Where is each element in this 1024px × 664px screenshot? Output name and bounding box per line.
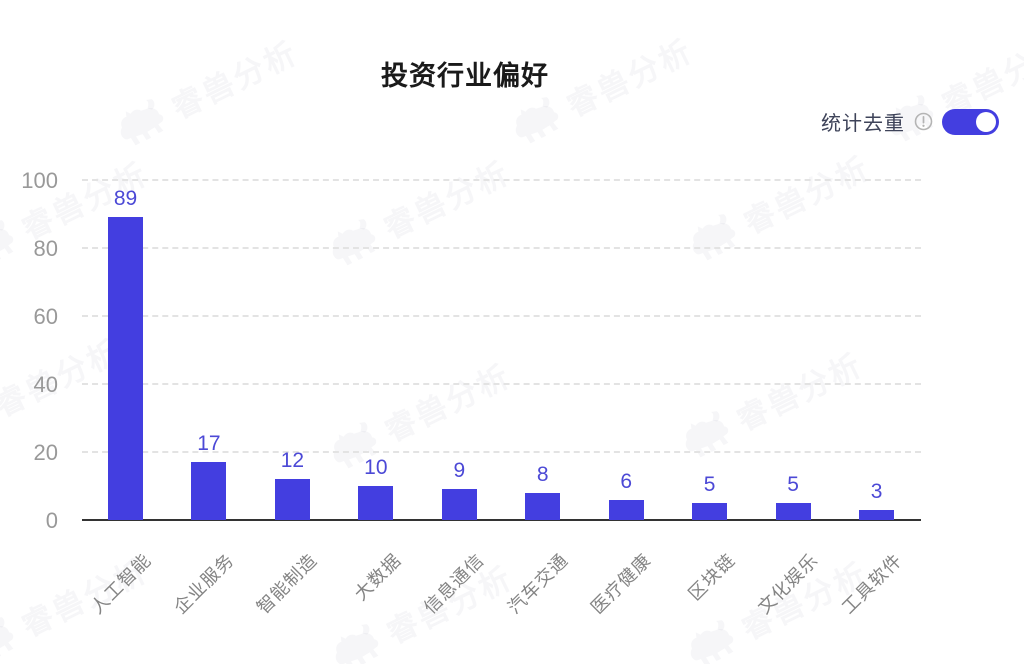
bar-value-label: 5: [703, 473, 716, 496]
gridline: [82, 451, 921, 453]
bar[interactable]: [525, 492, 561, 520]
dedupe-toggle-switch[interactable]: [942, 108, 999, 135]
x-axis-category-label: 医疗健康: [587, 549, 656, 618]
x-axis-line: [82, 519, 921, 521]
beast-icon: [335, 623, 379, 664]
x-axis-category-label: 人工智能: [86, 549, 155, 618]
chart-title: 投资行业偏好: [381, 61, 549, 91]
bar-value-label: 9: [453, 459, 466, 483]
x-axis-category-label: 企业服务: [170, 549, 238, 618]
beast-icon: [515, 96, 559, 143]
bar-value-label: 8: [536, 462, 549, 486]
bar[interactable]: [274, 479, 310, 520]
dedupe-toggle-row: 统计去重: [821, 107, 999, 136]
y-axis-tick-label: 100: [21, 168, 58, 193]
watermark: 睿兽分析: [677, 142, 876, 270]
y-axis-tick-label: 0: [45, 508, 58, 533]
y-axis-tick-label: 40: [33, 372, 58, 397]
dedupe-toggle-label: 统计去重: [821, 113, 905, 135]
bar[interactable]: [775, 503, 811, 520]
gridline: [82, 179, 921, 181]
x-axis-category-label: 文化娱乐: [754, 549, 823, 618]
y-axis-tick-label: 60: [33, 304, 58, 329]
bar[interactable]: [358, 486, 394, 520]
beast-icon: [120, 98, 164, 145]
watermark: 睿兽分析: [317, 147, 516, 275]
watermark-text: 睿兽分析: [378, 154, 516, 246]
x-axis-category-label: 汽车交通: [503, 549, 572, 618]
x-axis-category-label: 信息通信: [420, 549, 489, 618]
bar[interactable]: [441, 489, 477, 520]
bar[interactable]: [608, 499, 644, 520]
x-axis-category-label: 区块链: [684, 549, 739, 605]
x-axis-category-label: 智能制造: [253, 549, 322, 618]
watermark-text: 睿兽分析: [738, 149, 876, 241]
y-axis-tick-label: 80: [33, 236, 58, 261]
x-axis-category-label: 大数据: [350, 549, 405, 605]
bar[interactable]: [692, 503, 728, 520]
watermark-text: 睿兽分析: [379, 357, 517, 449]
gridline: [82, 247, 921, 249]
y-axis-tick-label: 20: [33, 440, 58, 465]
gridline: [82, 315, 921, 317]
beast-icon: [685, 410, 729, 457]
beast-icon: [332, 218, 376, 265]
bar[interactable]: [108, 217, 143, 520]
bar-value-label: 5: [787, 473, 799, 496]
beast-icon: [692, 213, 736, 260]
watermark: 睿兽分析: [320, 552, 519, 664]
bar[interactable]: [859, 509, 895, 520]
info-circle-icon[interactable]: [914, 112, 933, 131]
beast-icon: [690, 619, 734, 664]
gridline: [82, 383, 921, 385]
toggle-knob: [976, 111, 996, 132]
beast-icon: [0, 616, 14, 663]
bar-value-label: 3: [870, 479, 883, 503]
watermark-text: 睿兽分析: [731, 346, 869, 438]
bar[interactable]: [191, 462, 227, 520]
bar-value-label: 10: [364, 456, 388, 479]
watermark: 睿兽分析: [670, 339, 869, 467]
x-axis-category-label: 工具软件: [837, 549, 906, 618]
bar-value-label: 6: [620, 469, 633, 493]
bar-value-label: 17: [197, 432, 221, 456]
bar-value-label: 12: [280, 449, 305, 473]
bar-value-label: 89: [113, 187, 138, 211]
